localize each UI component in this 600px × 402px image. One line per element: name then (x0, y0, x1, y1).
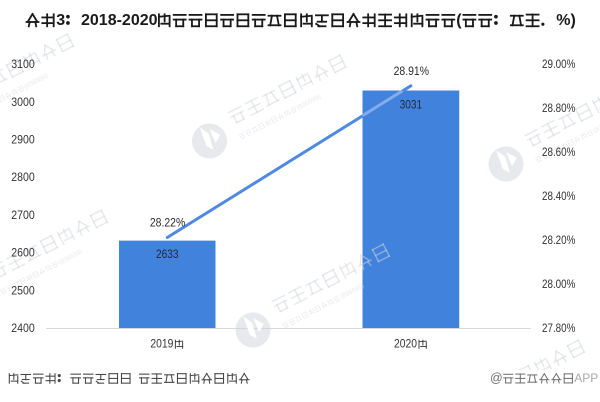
svg-text:(: ( (456, 12, 462, 29)
svg-text:28.22%: 28.22% (150, 217, 185, 230)
svg-text:29.00%: 29.00% (542, 58, 576, 71)
svg-text:2018-2020: 2018-2020 (81, 12, 158, 29)
svg-text:2700: 2700 (11, 209, 34, 222)
svg-text:@: @ (490, 371, 503, 385)
svg-text:2600: 2600 (11, 247, 34, 260)
svg-text:2500: 2500 (11, 285, 34, 298)
svg-text:2020: 2020 (394, 338, 417, 351)
svg-text:2019: 2019 (150, 338, 173, 351)
svg-text:APP: APP (574, 371, 598, 385)
svg-text:2400: 2400 (11, 323, 34, 336)
svg-text:3100: 3100 (11, 59, 34, 72)
svg-text:28.60%: 28.60% (542, 146, 576, 159)
svg-text:28.91%: 28.91% (394, 65, 429, 78)
svg-text:28.20%: 28.20% (542, 234, 576, 247)
svg-text:3: 3 (56, 12, 65, 29)
svg-text:(836599): (836599) (592, 117, 600, 135)
svg-text:28.00%: 28.00% (542, 278, 576, 291)
svg-text:28.80%: 28.80% (542, 102, 576, 115)
svg-text:3031: 3031 (400, 99, 422, 112)
svg-text:%): %) (556, 12, 576, 29)
svg-text:28.40%: 28.40% (542, 190, 576, 203)
svg-text:3000: 3000 (11, 96, 34, 109)
svg-text:27.80%: 27.80% (542, 322, 576, 335)
svg-text:2800: 2800 (11, 172, 34, 185)
svg-text:2633: 2633 (156, 248, 178, 261)
svg-text:2900: 2900 (11, 134, 34, 147)
